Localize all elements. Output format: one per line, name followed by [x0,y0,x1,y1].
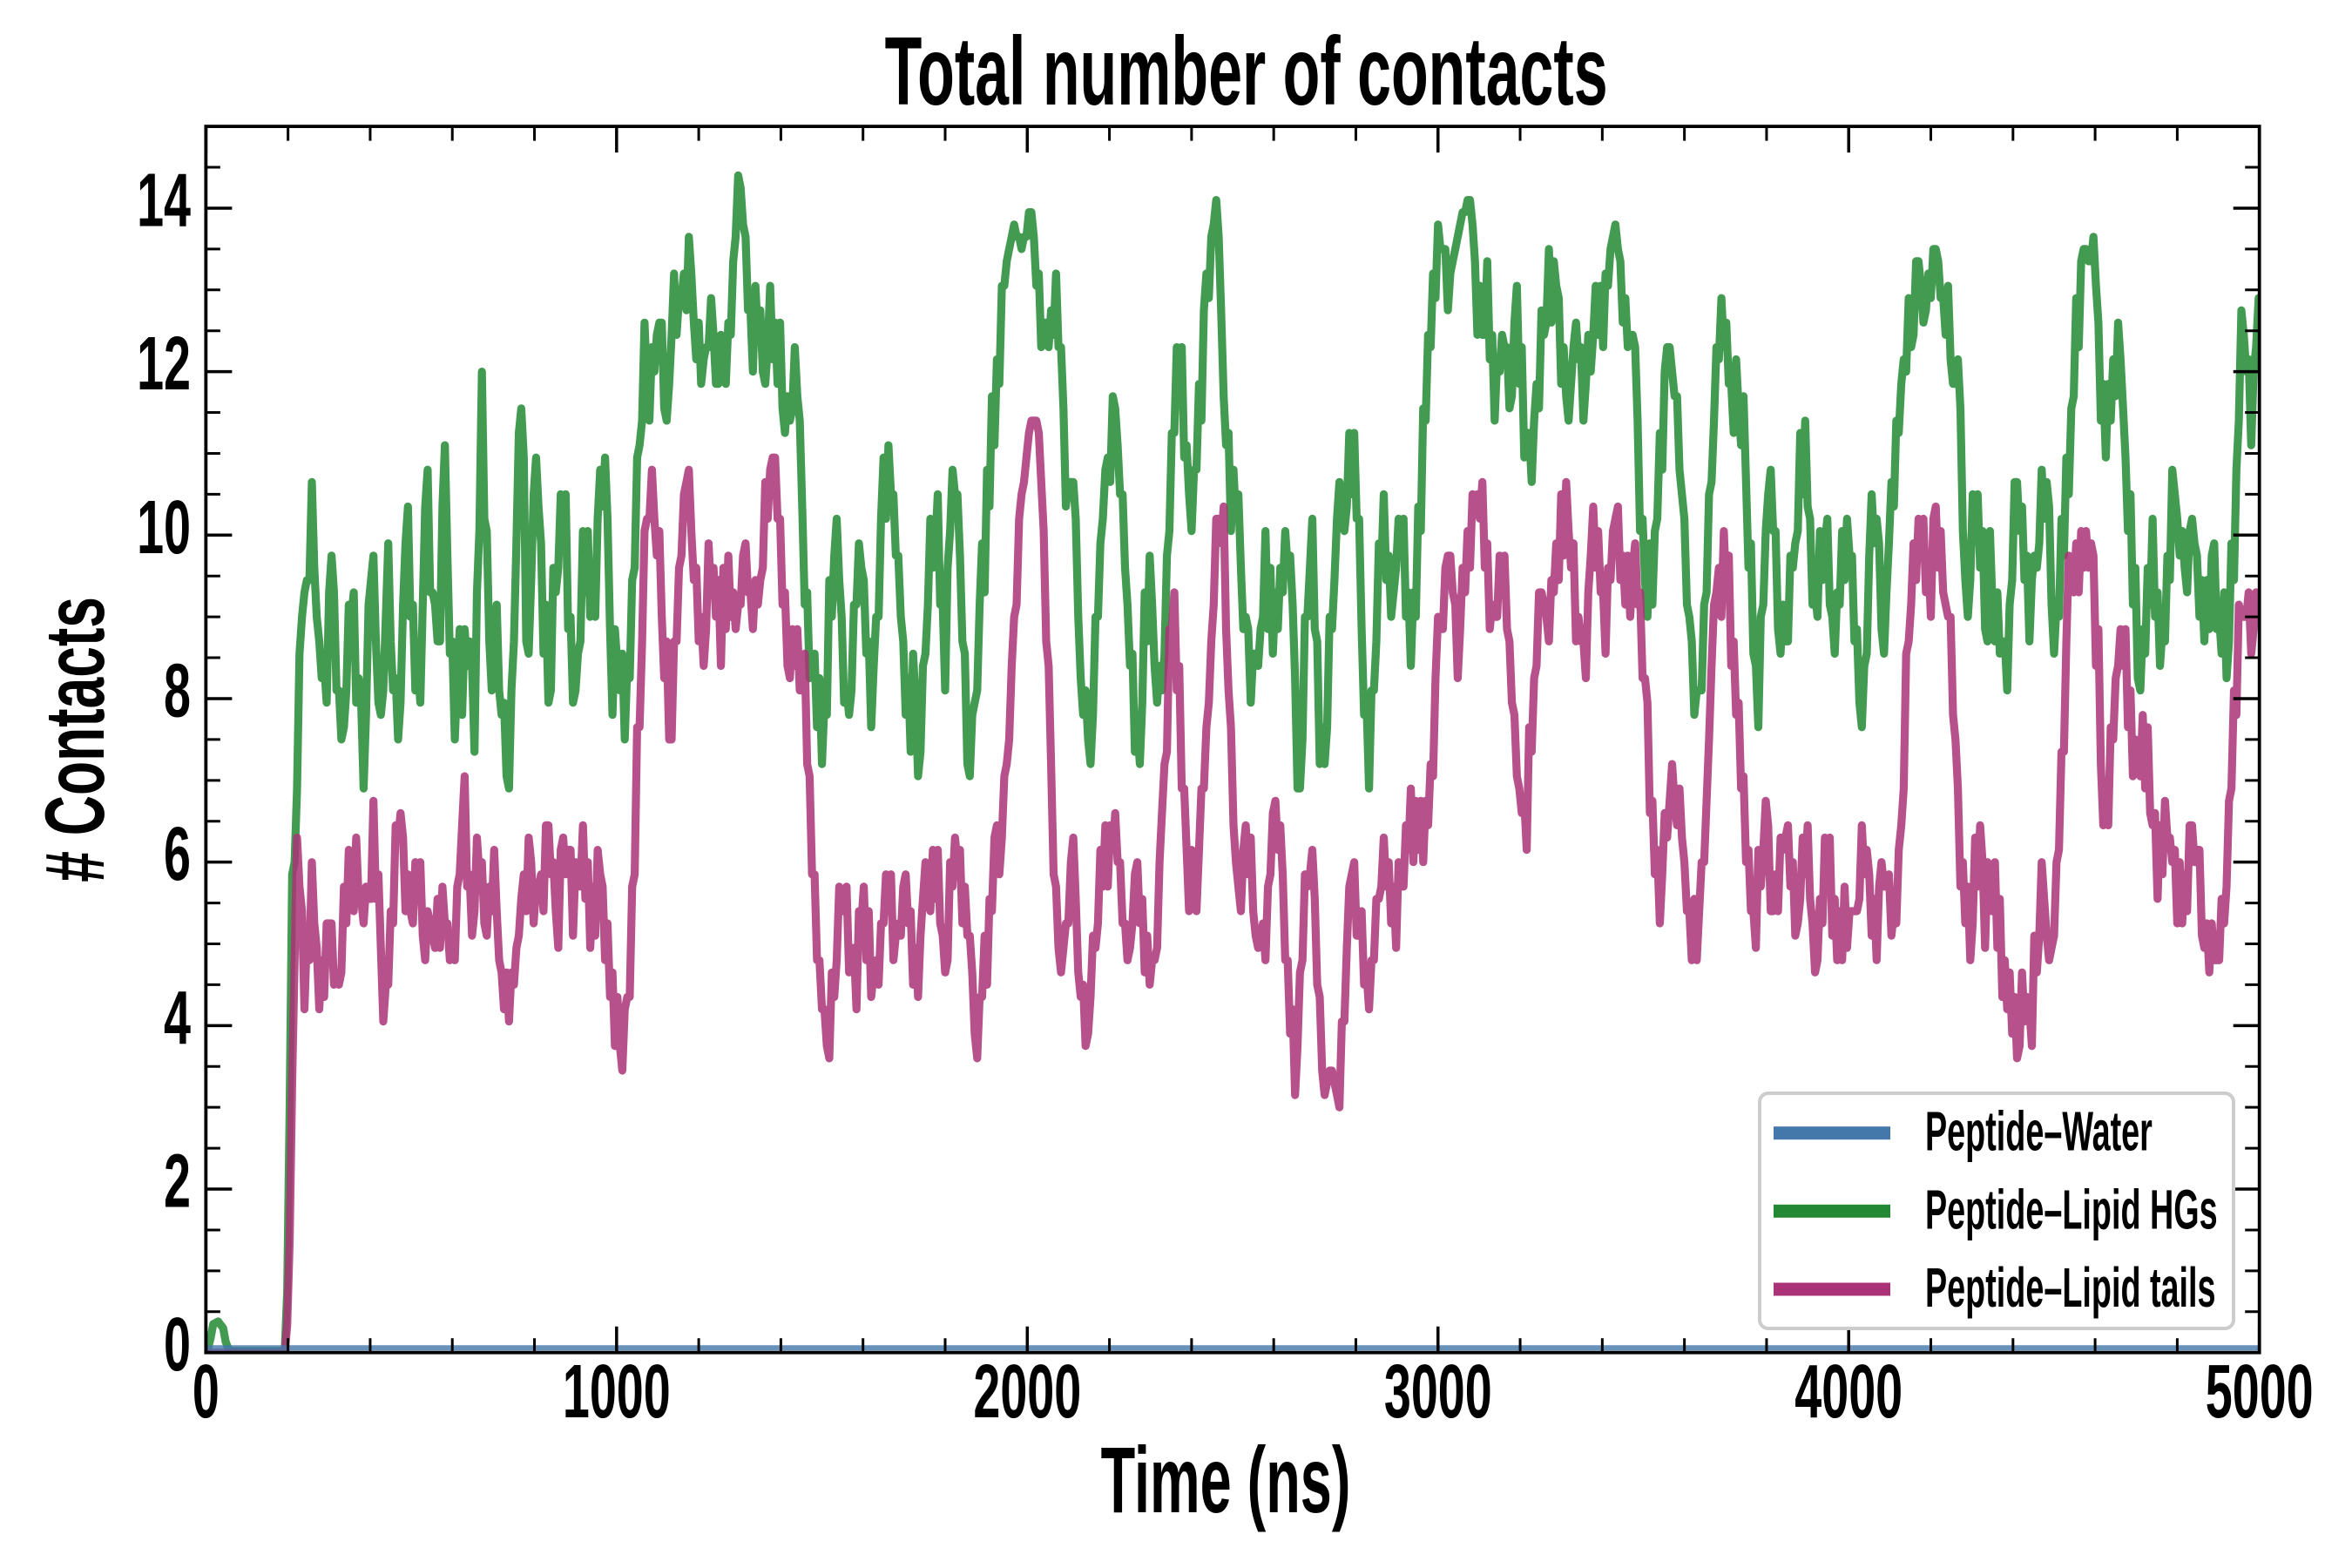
svg-text:1000: 1000 [563,1350,671,1434]
svg-text:3000: 3000 [1384,1350,1492,1434]
svg-text:Peptide–Lipid tails: Peptide–Lipid tails [1925,1257,2216,1320]
svg-text:5000: 5000 [2206,1350,2314,1434]
svg-text:# Contacts: # Contacts [29,597,122,882]
svg-text:2: 2 [164,1139,191,1223]
svg-text:14: 14 [137,159,191,242]
svg-text:Time (ns): Time (ns) [1101,1427,1351,1532]
svg-text:10: 10 [137,485,191,569]
svg-text:4000: 4000 [1794,1350,1903,1434]
svg-text:Peptide–Lipid HGs: Peptide–Lipid HGs [1925,1179,2218,1241]
svg-text:Total number of contacts: Total number of contacts [885,17,1608,125]
svg-text:12: 12 [137,322,191,406]
svg-text:Peptide–Water: Peptide–Water [1925,1100,2153,1163]
svg-text:4: 4 [164,976,191,1059]
svg-text:0: 0 [164,1303,191,1387]
svg-text:8: 8 [164,649,191,733]
svg-text:0: 0 [193,1350,220,1434]
svg-text:6: 6 [164,813,191,896]
svg-text:2000: 2000 [973,1350,1081,1434]
